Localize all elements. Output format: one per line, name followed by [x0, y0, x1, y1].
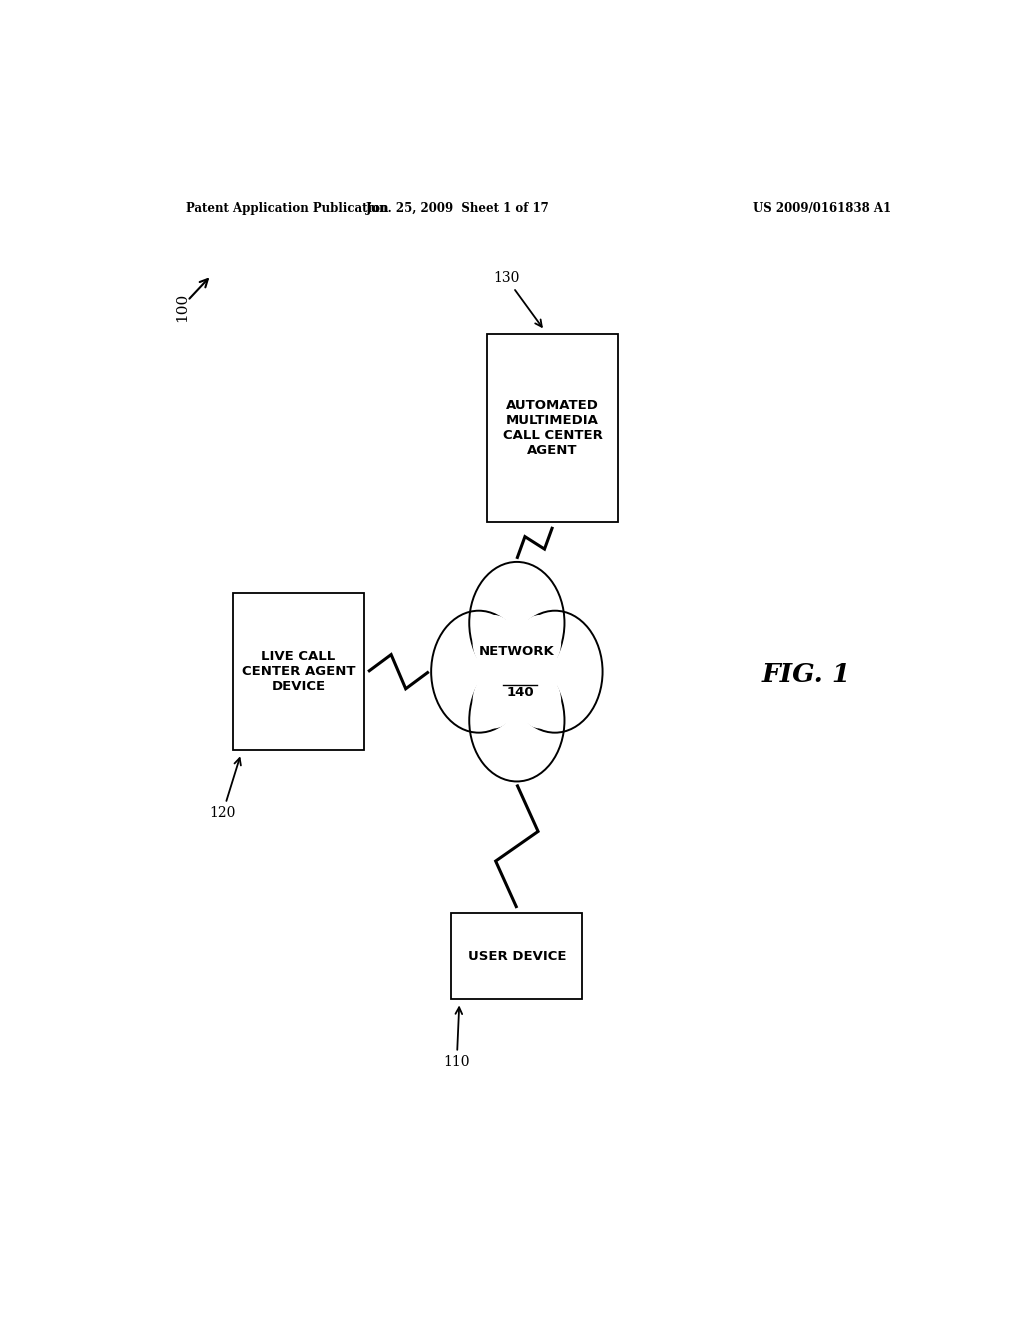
Text: USER DEVICE: USER DEVICE [468, 950, 566, 962]
Text: LIVE CALL
CENTER AGENT
DEVICE: LIVE CALL CENTER AGENT DEVICE [242, 651, 355, 693]
Circle shape [518, 673, 561, 729]
Circle shape [469, 562, 564, 684]
Bar [452, 913, 583, 999]
Text: FIG. 1: FIG. 1 [761, 663, 851, 688]
Text: AUTOMATED
MULTIMEDIA
CALL CENTER
AGENT: AUTOMATED MULTIMEDIA CALL CENTER AGENT [503, 399, 602, 457]
Circle shape [518, 615, 561, 669]
Bar [487, 334, 618, 521]
Text: NETWORK: NETWORK [479, 645, 555, 657]
Bar [233, 593, 365, 751]
Circle shape [473, 615, 515, 669]
Circle shape [482, 628, 551, 715]
Text: 110: 110 [443, 1007, 470, 1069]
Text: 100: 100 [175, 293, 189, 322]
Text: 140: 140 [506, 686, 534, 698]
Circle shape [469, 660, 564, 781]
Text: US 2009/0161838 A1: US 2009/0161838 A1 [754, 202, 892, 215]
Text: 120: 120 [209, 758, 241, 820]
Circle shape [473, 673, 515, 729]
Circle shape [507, 611, 602, 733]
Text: Jun. 25, 2009  Sheet 1 of 17: Jun. 25, 2009 Sheet 1 of 17 [366, 202, 549, 215]
Text: 130: 130 [494, 271, 542, 327]
Circle shape [475, 618, 559, 726]
Circle shape [431, 611, 526, 733]
Text: Patent Application Publication: Patent Application Publication [186, 202, 388, 215]
